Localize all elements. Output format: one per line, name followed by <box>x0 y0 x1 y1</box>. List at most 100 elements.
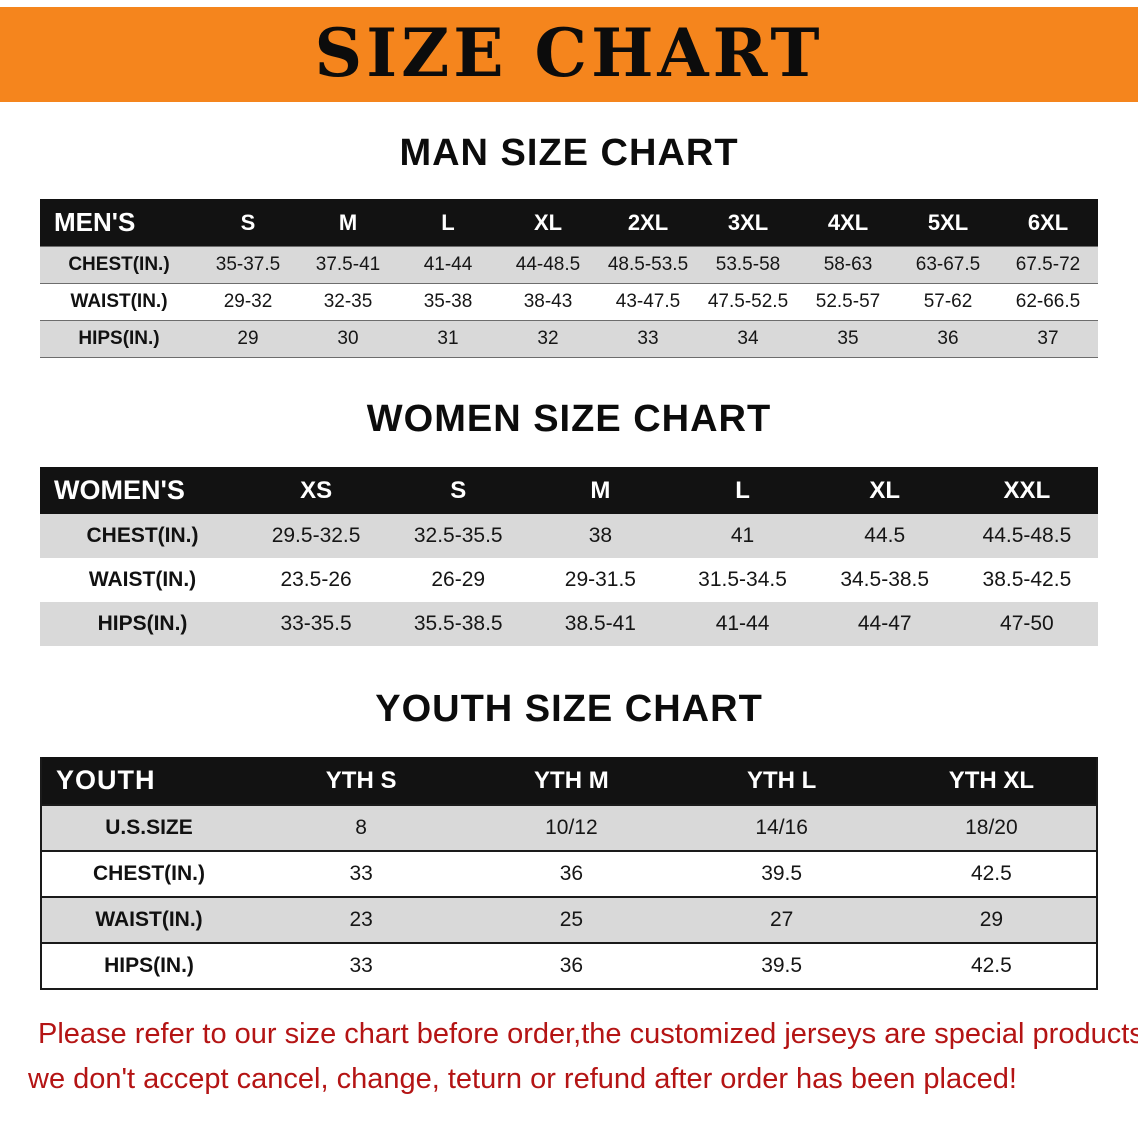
size-value: 36 <box>559 862 584 885</box>
size-column-header: 2XL <box>627 209 669 235</box>
size-value: 32.5-35.5 <box>413 524 503 547</box>
size-value: 44-48.5 <box>515 254 581 275</box>
size-value: 48.5-53.5 <box>607 254 689 275</box>
size-column-header: 3XL <box>727 209 769 235</box>
size-value: 58-63 <box>823 254 873 275</box>
size-value: 44.5 <box>864 524 906 547</box>
table-corner-label: MEN'S <box>54 207 136 237</box>
size-value: 32 <box>537 328 559 349</box>
men-size-table: MEN'S S M L XL 2XL 3XL 4XL 5XL 6XL CHEST(IN.) 35-37… <box>40 199 1098 358</box>
size-column-header: YTH XL <box>948 766 1035 794</box>
size-value: 38.5-41 <box>564 612 636 635</box>
size-value: 34 <box>737 328 759 349</box>
size-value: 39.5 <box>761 862 803 885</box>
size-value: 23.5-26 <box>280 568 352 591</box>
size-value: 8 <box>355 816 367 839</box>
size-column-header: M <box>338 209 358 235</box>
size-value: 44-47 <box>857 612 912 635</box>
row-label: U.S.SIZE <box>105 816 193 839</box>
size-value: 38 <box>588 524 613 547</box>
size-value: 52.5-57 <box>815 291 881 312</box>
size-value: 37 <box>1037 328 1059 349</box>
youth-section-heading: YOUTH SIZE CHART <box>375 688 763 730</box>
size-column-header: L <box>735 476 750 504</box>
table-header-row: WOMEN'S XS S M L XL XXL <box>40 467 1098 514</box>
size-value: 44.5-48.5 <box>982 524 1072 547</box>
size-column-header: YTH L <box>746 766 817 794</box>
row-label: CHEST(IN.) <box>93 862 205 885</box>
size-value: 23 <box>349 908 373 931</box>
size-value: 35-38 <box>423 291 473 312</box>
size-value: 29-32 <box>223 291 273 312</box>
size-column-header: 5XL <box>927 209 969 235</box>
table-row: WAIST(IN.) 23.5-26 26-29 29-31.5 31.5-34.5 34… <box>40 558 1098 602</box>
footer-note-line2: we don't accept cancel, change, teturn o… <box>28 1062 1017 1095</box>
size-column-header: S <box>240 209 256 235</box>
youth-size-chart-section: YOUTH SIZE CHART YOUTH YTH S YTH M YTH L YTH… <box>0 688 1138 990</box>
table-row: CHEST(IN.) 29.5-32.5 32.5-35.5 38 41 44.5 44.5… <box>40 514 1098 558</box>
row-label: HIPS(IN.) <box>78 328 160 349</box>
size-value: 53.5-58 <box>715 254 781 275</box>
size-value: 25 <box>559 908 584 931</box>
size-column-header: S <box>450 476 467 504</box>
size-value: 31.5-34.5 <box>698 568 787 591</box>
footer-note-line1: Please refer to our size chart before or… <box>38 1018 1138 1050</box>
youth-size-table: YOUTH YTH S YTH M YTH L YTH XL U.S.SIZE 8 10/12… <box>40 757 1098 990</box>
table-row: CHEST(IN.) 33 36 39.5 42.5 <box>41 851 1097 897</box>
size-value: 33 <box>349 954 373 977</box>
table-corner-label: WOMEN'S <box>54 475 185 505</box>
men-section-heading: MAN SIZE CHART <box>399 132 739 174</box>
row-label: CHEST(IN.) <box>86 524 199 547</box>
size-value: 33 <box>637 328 659 349</box>
table-header-row: MEN'S S M L XL 2XL 3XL 4XL 5XL 6XL <box>40 199 1098 247</box>
size-value: 14/16 <box>755 816 808 839</box>
size-value: 32-35 <box>323 291 373 312</box>
size-value: 36 <box>937 328 959 349</box>
row-label: HIPS(IN.) <box>97 612 188 635</box>
size-value: 62-66.5 <box>1015 291 1081 312</box>
size-column-header: YTH M <box>534 766 609 794</box>
table-row: CHEST(IN.) 35-37.5 37.5-41 41-44 44-48.5 48.5… <box>40 246 1098 284</box>
size-value: 41-44 <box>715 612 770 635</box>
size-chart-banner: SIZE CHART <box>0 7 1138 102</box>
size-value: 29 <box>237 328 259 349</box>
size-value: 33-35.5 <box>280 612 352 635</box>
size-value: 29-31.5 <box>564 568 636 591</box>
size-value: 29 <box>979 908 1004 931</box>
size-column-header: 4XL <box>827 209 869 235</box>
table-row: HIPS(IN.) 33-35.5 35.5-38.5 38.5-41 41-44 44-… <box>40 602 1098 646</box>
size-value: 57-62 <box>923 291 973 312</box>
size-column-header: XS <box>300 476 333 504</box>
size-column-header: 6XL <box>1027 209 1069 235</box>
row-label: HIPS(IN.) <box>104 954 194 977</box>
table-row: HIPS(IN.) 33 36 39.5 42.5 <box>41 943 1097 989</box>
row-label: WAIST(IN.) <box>70 291 168 312</box>
size-value: 10/12 <box>545 816 598 839</box>
size-value: 18/20 <box>965 816 1018 839</box>
size-value: 43-47.5 <box>615 291 681 312</box>
table-corner-label: YOUTH <box>56 765 156 795</box>
size-value: 41-44 <box>423 254 473 275</box>
size-value: 27 <box>769 908 794 931</box>
size-value: 35.5-38.5 <box>413 612 503 635</box>
women-size-chart-section: WOMEN SIZE CHART WOMEN'S XS S M L XL XXL CHEST(… <box>0 398 1138 646</box>
women-section-heading: WOMEN SIZE CHART <box>366 398 772 440</box>
row-label: WAIST(IN.) <box>95 908 203 931</box>
size-value: 33 <box>349 862 373 885</box>
size-column-header: YTH S <box>325 766 397 794</box>
size-value: 29.5-32.5 <box>271 524 361 547</box>
size-value: 67.5-72 <box>1015 254 1081 275</box>
size-value: 47-50 <box>1000 612 1054 635</box>
banner-title: SIZE CHART <box>314 13 824 92</box>
size-value: 37.5-41 <box>315 254 381 275</box>
size-value: 47.5-52.5 <box>707 291 789 312</box>
size-value: 38.5-42.5 <box>982 568 1072 591</box>
size-column-header: XL <box>533 209 563 235</box>
women-size-table: WOMEN'S XS S M L XL XXL CHEST(IN.) 29.5-32.5 32.5… <box>40 467 1098 646</box>
size-value: 39.5 <box>761 954 803 977</box>
size-value: 35-37.5 <box>215 254 281 275</box>
table-row: WAIST(IN.) 23 25 27 29 <box>41 897 1097 943</box>
size-value: 30 <box>337 328 359 349</box>
size-value: 26-29 <box>431 568 486 591</box>
size-value: 38-43 <box>523 291 573 312</box>
